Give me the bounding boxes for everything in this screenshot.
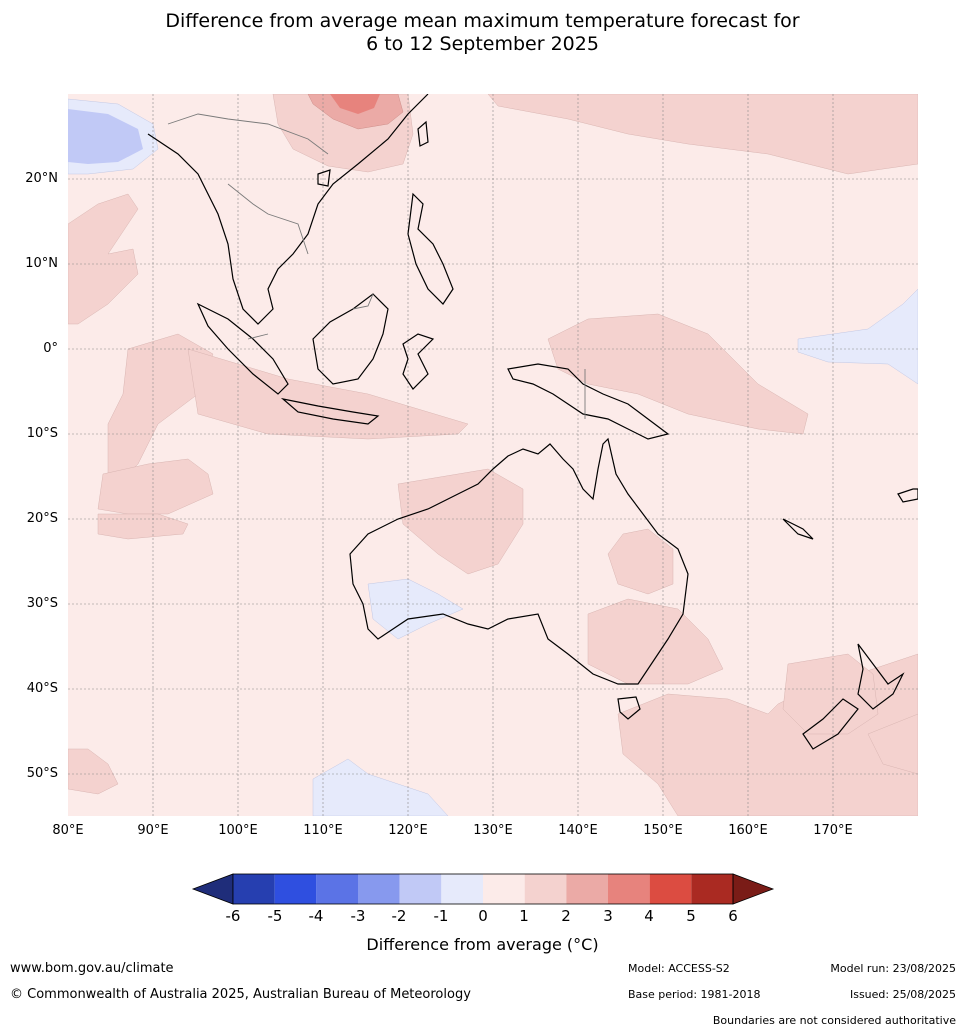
legend-tick-minus-6: -6 [225,907,241,925]
anomaly-1-to-2 [68,94,918,816]
lon-label-140e: 140°E [558,823,598,838]
colorbar-border [232,873,734,905]
lon-label-160e: 160°E [728,823,768,838]
footer-issued: Issued: 25/08/2025 [849,988,956,1001]
colorbar-arrow-high [732,873,775,905]
lat-label-10s: 10°S [26,426,58,441]
lon-label-110e: 110°E [303,823,343,838]
lon-label-100e: 100°E [218,823,258,838]
legend-tick-minus-5: -5 [267,907,283,925]
lon-label-130e: 130°E [473,823,513,838]
colorbar-swatch [608,874,650,904]
country-borders [167,113,586,419]
legend-tick-minus-4: -4 [308,907,324,925]
anomaly-minus-1-to-minus-2 [68,109,143,164]
colorbar-swatch [399,874,442,904]
legend-tick-0: 0 [478,907,488,925]
colorbar-swatch [274,874,317,904]
legend-tick-6: 6 [728,907,738,925]
footer-website[interactable]: www.bom.gov.au/climate [10,961,174,976]
colorbar-swatch [358,874,400,904]
colorbar [191,873,775,905]
legend-tick-3: 3 [603,907,613,925]
colorbar-swatch [649,874,692,904]
colorbar-swatch [233,874,275,904]
footer-model: Model: ACCESS-S2 [628,962,730,975]
lat-label-30s: 30°S [26,596,58,611]
legend-tick-4: 4 [644,907,654,925]
map-area [68,94,918,816]
legend-title: Difference from average (°C) [366,935,599,954]
graticule [68,94,918,816]
lat-label-50s: 50°S [26,766,58,781]
colorbar-swatch [441,874,483,904]
map-svg [68,94,918,816]
lat-label-20n: 20°N [25,171,58,186]
lon-label-170e: 170°E [813,823,853,838]
colorbar-swatch [691,874,733,904]
lon-label-90e: 90°E [137,823,169,838]
anomaly-3-to-4 [330,94,380,114]
lat-label-0: 0° [43,341,58,356]
lat-label-10n: 10°N [25,256,58,271]
legend-tick-5: 5 [686,907,696,925]
lat-label-40s: 40°S [26,681,58,696]
colorbar-swatch [566,874,608,904]
colorbar-swatch [316,874,358,904]
lon-label-80e: 80°E [52,823,84,838]
coastlines [147,94,918,750]
lat-label-20s: 20°S [26,511,58,526]
legend-tick-minus-1: -1 [433,907,449,925]
footer-base-period: Base period: 1981-2018 [628,988,761,1001]
footer-model-run: Model run: 23/08/2025 [830,962,956,975]
map-title: Difference from average mean maximum tem… [0,10,965,56]
colorbar-arrow-low [191,873,234,905]
lon-label-120e: 120°E [388,823,428,838]
legend-tick-minus-2: -2 [391,907,407,925]
legend-tick-1: 1 [519,907,529,925]
footer-disclaimer: Boundaries are not considered authoritat… [712,1014,956,1027]
colorbar-swatch [483,874,525,904]
title-line-1: Difference from average mean maximum tem… [165,10,800,32]
legend-tick-minus-3: -3 [350,907,366,925]
title-line-2: 6 to 12 September 2025 [366,33,599,55]
legend-tick-2: 2 [561,907,571,925]
colorbar-swatch [524,874,567,904]
lon-label-150e: 150°E [643,823,683,838]
footer-copyright: © Commonwealth of Australia 2025, Austra… [10,987,471,1002]
